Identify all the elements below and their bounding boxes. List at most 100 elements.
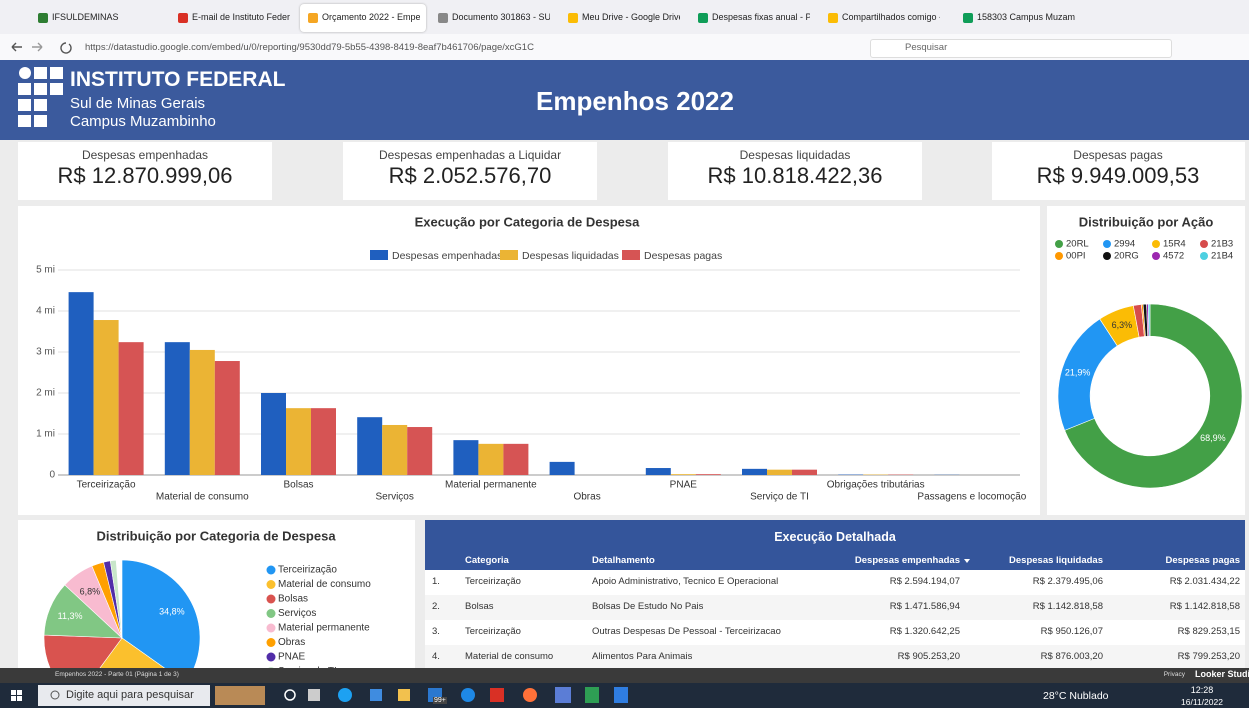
app-icon[interactable] (398, 689, 410, 701)
tab-favicon (568, 13, 578, 23)
report-title: Empenhos 2022 (536, 86, 734, 117)
column-header[interactable]: Despesas pagas (1166, 555, 1240, 566)
reload-icon[interactable] (61, 43, 71, 53)
table-cell: Alimentos Para Animais (592, 651, 692, 662)
row-number: 4. (432, 651, 440, 662)
nav-buttons[interactable] (0, 34, 90, 60)
back-icon[interactable] (12, 43, 22, 51)
legend-label: 20RG (1114, 251, 1139, 262)
bar (69, 292, 94, 475)
bar (407, 427, 432, 475)
logo-block (50, 67, 63, 79)
legend-label: Serviços (278, 608, 316, 619)
tab-title[interactable]: E-mail de Instituto Federal d (192, 12, 290, 22)
start-icon[interactable] (17, 690, 22, 695)
bar (357, 417, 382, 475)
legend-label: 4572 (1163, 251, 1184, 262)
org-campus: Campus Muzambinho (70, 113, 216, 130)
legend-swatch (500, 250, 518, 260)
page-selector[interactable]: Empenhos 2022 - Parte 01 (Página 1 de 3) (55, 671, 179, 678)
legend-label: PNAE (278, 652, 306, 663)
bar (94, 320, 119, 475)
start-icon[interactable] (11, 696, 16, 701)
table-cell: Terceirização (465, 576, 521, 587)
table-cell: Bolsas (465, 601, 494, 612)
legend-label: Material permanente (278, 623, 370, 634)
bar (742, 469, 767, 475)
pie-chart: Distribuição por Categoria de Despesa34,… (18, 520, 415, 668)
column-header[interactable]: Categoria (465, 555, 509, 566)
org-name: INSTITUTO FEDERAL (70, 68, 285, 92)
tab-favicon (698, 13, 708, 23)
table-title: Execução Detalhada (774, 530, 896, 544)
search-placeholder[interactable]: Pesquisar (905, 42, 947, 53)
chart-title: Execução por Categoria de Despesa (415, 214, 640, 229)
y-tick-label: 1 mi (36, 429, 55, 440)
weather: 28°C Nublado (1043, 690, 1109, 702)
tab-title[interactable]: Documento 301863 - SUAP (452, 12, 550, 22)
tab-title[interactable]: Despesas fixas anual - Plani (712, 12, 810, 22)
app-icon[interactable] (215, 686, 265, 705)
tab-favicon (828, 13, 838, 23)
privacy-link[interactable]: Privacy (1164, 671, 1185, 678)
tab-title[interactable]: Orçamento 2022 - Empenh (322, 12, 420, 22)
slice-label: 21,9% (1065, 368, 1091, 378)
x-tick-label: Serviços (376, 492, 414, 503)
tab-title[interactable]: IFSULDEMINAS (52, 12, 150, 22)
kpi-label: Despesas pagas (1073, 148, 1162, 162)
taskbar-search-text[interactable]: Digite aqui para pesquisar (66, 689, 194, 701)
app-icon[interactable] (585, 687, 599, 703)
table-cell: R$ 1.142.818,58 (1033, 601, 1103, 612)
url[interactable]: https://datastudio.google.com/embed/u/0/… (85, 42, 534, 53)
table-cell: Apoio Administrativo, Tecnico E Operacio… (592, 576, 778, 587)
app-icon[interactable] (523, 688, 537, 702)
table-cell: R$ 905.253,20 (898, 651, 960, 662)
x-tick-label: Obras (573, 492, 600, 503)
y-tick-label: 2 mi (36, 388, 55, 399)
app-icon[interactable] (490, 688, 504, 702)
kpi-value: R$ 10.818.422,36 (708, 163, 883, 189)
logo-block (34, 83, 47, 95)
bar-chart: Execução por Categoria de Despesa Despesa… (18, 206, 1040, 515)
bar (550, 462, 575, 475)
app-icon[interactable] (370, 689, 382, 701)
app-icon[interactable] (614, 687, 628, 703)
tab-title[interactable]: Meu Drive - Google Drive (582, 12, 680, 22)
table-cell: Bolsas De Estudo No Pais (592, 601, 703, 612)
legend-swatch (622, 250, 640, 260)
start-icon[interactable] (17, 696, 22, 701)
app-icon[interactable] (338, 688, 352, 702)
bar (646, 468, 671, 475)
legend-label: 15R4 (1163, 239, 1186, 250)
y-tick-label: 4 mi (36, 306, 55, 317)
forward-icon[interactable] (32, 43, 42, 51)
app-icon[interactable] (461, 688, 475, 702)
legend-label: Obras (278, 637, 305, 648)
legend-label: 21B3 (1211, 239, 1233, 250)
tab-title[interactable]: Compartilhados comigo - (842, 12, 940, 22)
legend-label: Despesas pagas (644, 250, 722, 262)
chart-title: Distribuição por Categoria de Despesa (96, 528, 336, 543)
legend-label: Material de consumo (278, 579, 371, 590)
app-icon[interactable] (555, 687, 571, 703)
legend-dot (267, 595, 276, 604)
logo-block (34, 67, 47, 79)
app-icon[interactable] (308, 689, 320, 701)
x-tick-label: Material de consumo (156, 492, 249, 503)
kpi-value: R$ 12.870.999,06 (58, 163, 233, 189)
legend-dot (1200, 252, 1208, 260)
column-header[interactable]: Detalhamento (592, 555, 655, 566)
row-number: 3. (432, 626, 440, 637)
table-cell: Terceirização (465, 626, 521, 637)
clock-time: 12:28 (1191, 685, 1214, 695)
tab-favicon (963, 13, 973, 23)
column-header[interactable]: Despesas empenhadas (855, 555, 960, 566)
legend-swatch (370, 250, 388, 260)
tab-title[interactable]: 158303 Campus Muzambino (977, 12, 1075, 22)
legend-label: 21B4 (1211, 251, 1233, 262)
x-tick-label: Terceirização (77, 480, 136, 491)
column-header[interactable]: Despesas liquidadas (1009, 555, 1103, 566)
bar (190, 350, 215, 475)
start-icon[interactable] (11, 690, 16, 695)
app-icon[interactable] (285, 690, 295, 700)
